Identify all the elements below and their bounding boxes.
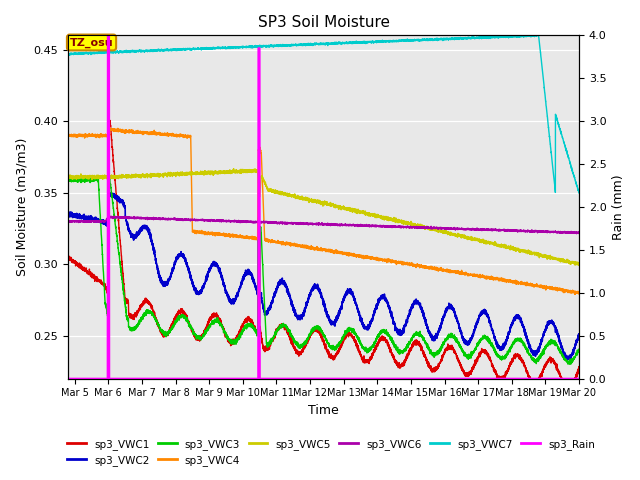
sp3_VWC6 [484,227,492,232]
Legend: sp3_VWC1, sp3_VWC2, sp3_VWC3, sp3_VWC4, sp3_VWC5, sp3_VWC6, sp3_VWC7, sp3_Rain: sp3_VWC1, sp3_VWC2, sp3_VWC3, sp3_VWC4, … [63,434,599,470]
sp3_VWC5 [484,240,492,246]
sp3_VWC7 [371,38,378,44]
sp3_Rain [64,376,72,382]
sp3_VWC3 [575,348,583,353]
sp3_VWC3 [397,350,404,356]
sp3_VWC5 [64,174,72,180]
sp3_VWC2 [259,303,267,309]
sp3_VWC4 [484,274,492,280]
X-axis label: Time: Time [308,404,339,417]
sp3_VWC7 [445,36,453,42]
Line: sp3_VWC4: sp3_VWC4 [68,128,579,294]
sp3_VWC5 [157,172,164,178]
sp3_VWC2 [157,278,164,284]
sp3_VWC7 [157,48,164,53]
Line: sp3_VWC6: sp3_VWC6 [68,216,579,234]
Line: sp3_Rain: sp3_Rain [68,10,579,379]
sp3_VWC1 [484,353,492,359]
sp3_VWC1 [564,386,572,392]
Y-axis label: Rain (mm): Rain (mm) [612,174,625,240]
sp3_VWC7 [484,35,492,40]
sp3_VWC1 [64,253,72,259]
sp3_Rain [575,376,583,382]
sp3_VWC4 [259,204,267,210]
sp3_VWC1 [371,348,378,353]
sp3_VWC5 [371,211,378,217]
sp3_VWC3 [445,333,453,339]
sp3_VWC2 [564,357,572,362]
sp3_VWC7 [529,32,537,37]
sp3_VWC6 [371,223,378,229]
sp3_VWC5 [230,166,237,171]
sp3_VWC7 [396,38,404,44]
sp3_VWC6 [64,218,72,224]
sp3_VWC6 [110,213,118,219]
sp3_VWC3 [157,327,164,333]
sp3_Rain [397,376,404,382]
sp3_VWC3 [259,279,267,285]
Line: sp3_VWC2: sp3_VWC2 [68,193,579,360]
sp3_VWC4 [445,269,453,275]
Line: sp3_VWC7: sp3_VWC7 [68,35,579,193]
sp3_VWC1 [445,345,453,350]
sp3_VWC2 [64,212,72,217]
sp3_VWC7 [575,190,583,196]
sp3_VWC2 [445,304,453,310]
sp3_Rain [157,376,164,382]
sp3_VWC7 [259,43,267,49]
Title: SP3 Soil Moisture: SP3 Soil Moisture [257,15,390,30]
sp3_VWC1 [106,118,114,123]
sp3_VWC4 [64,132,72,138]
Line: sp3_VWC5: sp3_VWC5 [68,168,579,265]
sp3_Rain [371,376,378,382]
sp3_VWC2 [371,307,378,313]
sp3_Rain [104,7,111,12]
sp3_VWC5 [445,231,453,237]
sp3_VWC1 [575,368,583,373]
sp3_VWC4 [106,125,114,131]
sp3_VWC6 [259,220,267,226]
sp3_VWC2 [397,333,404,338]
sp3_VWC4 [397,261,404,266]
Line: sp3_VWC3: sp3_VWC3 [68,177,579,364]
sp3_Rain [259,376,267,382]
sp3_VWC3 [105,174,113,180]
sp3_VWC3 [566,361,574,367]
sp3_VWC2 [575,331,583,337]
sp3_VWC4 [157,132,164,137]
sp3_VWC5 [259,177,267,183]
sp3_VWC1 [397,362,404,368]
sp3_VWC4 [572,291,579,297]
sp3_VWC4 [371,255,378,261]
sp3_VWC6 [575,230,583,236]
sp3_VWC6 [445,226,453,232]
sp3_VWC5 [397,217,404,223]
sp3_VWC4 [575,291,583,297]
Line: sp3_VWC1: sp3_VWC1 [68,120,579,389]
sp3_VWC2 [484,314,492,320]
sp3_VWC1 [157,326,164,332]
sp3_VWC6 [397,224,404,229]
Text: TZ_osu: TZ_osu [70,37,113,48]
Y-axis label: Soil Moisture (m3/m3): Soil Moisture (m3/m3) [15,138,28,276]
sp3_VWC3 [484,337,492,343]
sp3_VWC5 [575,262,583,267]
sp3_VWC6 [573,231,580,237]
sp3_Rain [484,376,492,382]
sp3_VWC1 [259,342,267,348]
sp3_VWC5 [575,262,582,268]
sp3_VWC3 [64,178,72,183]
sp3_Rain [445,376,453,382]
sp3_VWC6 [157,216,164,222]
sp3_VWC2 [106,190,113,196]
sp3_VWC3 [371,341,378,347]
sp3_VWC7 [64,52,72,58]
